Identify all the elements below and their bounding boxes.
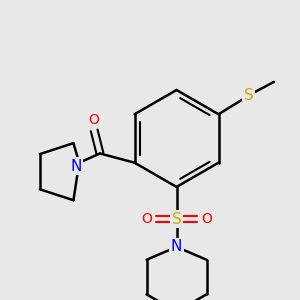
Text: O: O	[141, 212, 152, 226]
Text: S: S	[244, 88, 254, 103]
Text: O: O	[201, 212, 212, 226]
Text: O: O	[89, 113, 100, 127]
Text: N: N	[70, 159, 81, 174]
Text: S: S	[172, 212, 182, 227]
Text: N: N	[171, 239, 182, 254]
